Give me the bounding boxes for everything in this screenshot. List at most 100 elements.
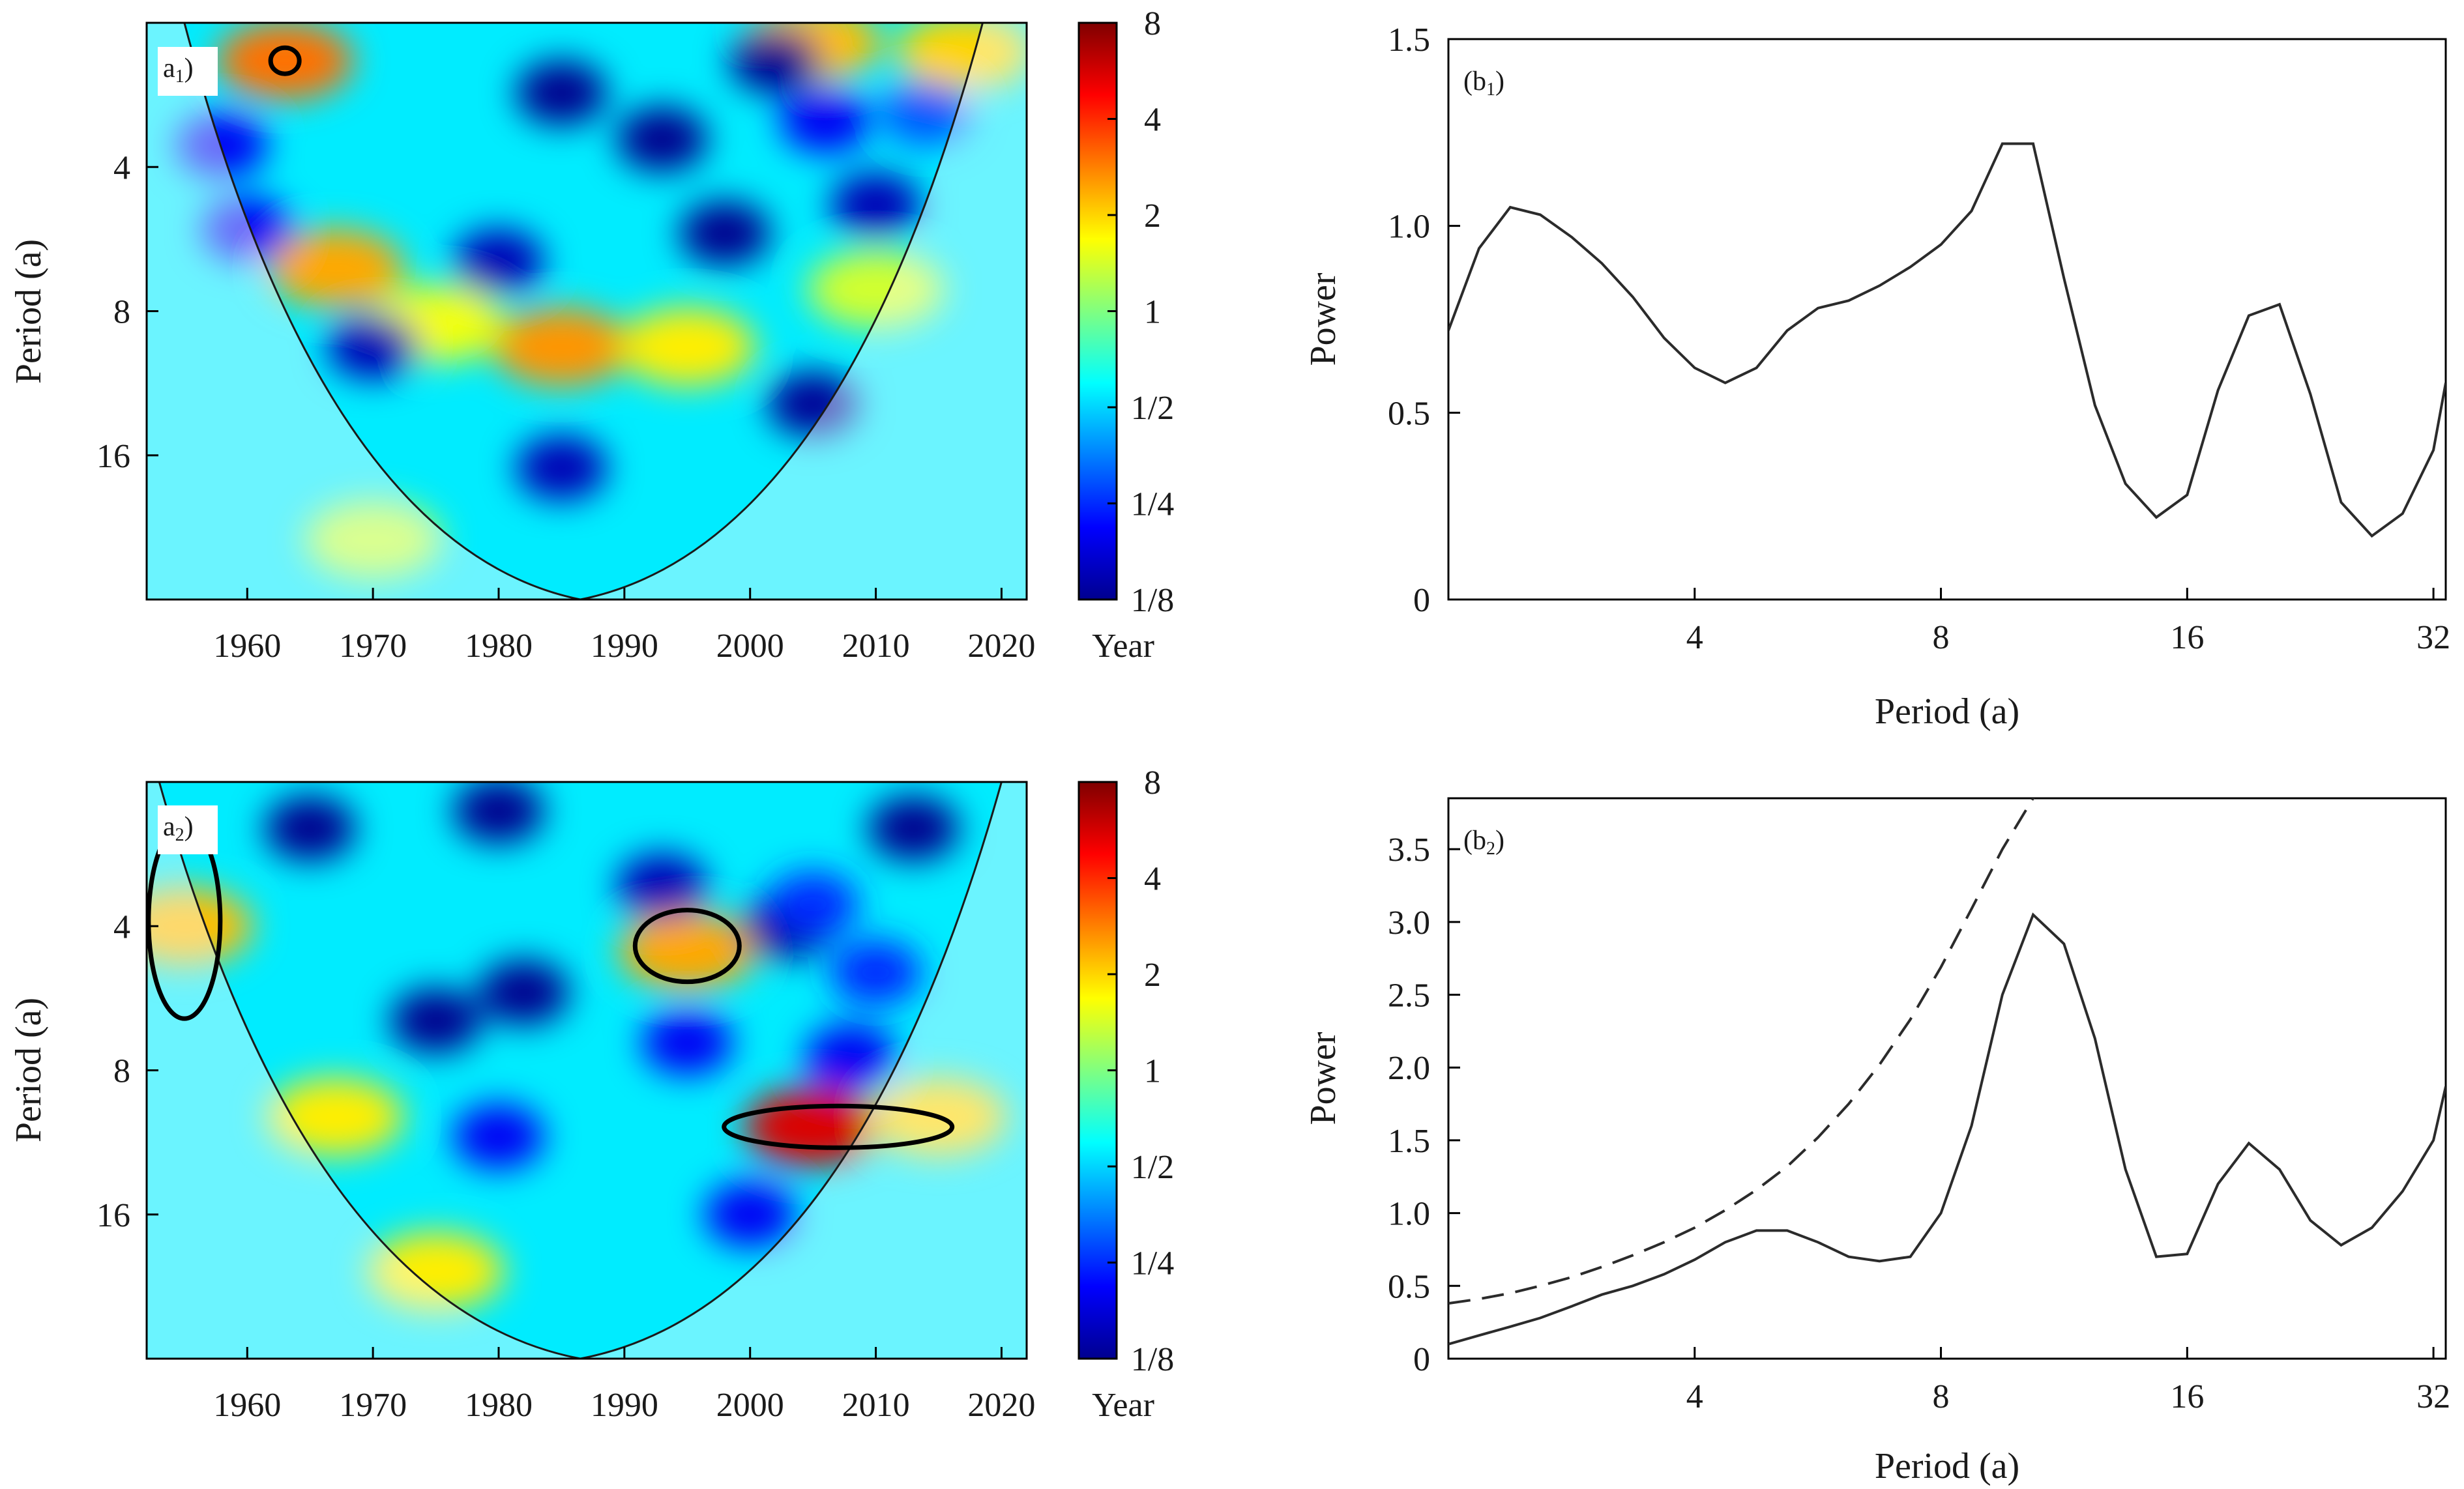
panel-a1: a1) 4 8 16 1960 1970 1980 1990 2000 2010 2020 Pe…: [8, 5, 1174, 665]
cone-of-influence: [158, 782, 1003, 1359]
coi-shading: [147, 23, 1027, 600]
power-blob: [729, 28, 821, 94]
power-line: [1448, 912, 2446, 1346]
y-tick-label: 2.5: [1388, 977, 1430, 1015]
colorbar-label: 1: [1144, 294, 1161, 331]
x-ticks-a1: 1960 1970 1980 1990 2000 2010 2020: [213, 588, 1035, 665]
power-blob: [304, 500, 442, 579]
colorbar-label: 4: [1144, 861, 1161, 898]
colorbar-label: 1/2: [1131, 1149, 1174, 1186]
x-ticks-b2: 4 8 16 32: [1686, 1347, 2450, 1415]
colorbar-a1: 8 4 2 1 1/2 1/4 1/8 Year: [1078, 5, 1174, 665]
y-axis-label-b2: Power: [1303, 1032, 1343, 1125]
x-tick-label: 16: [2170, 619, 2204, 656]
heatmap-blobs-a1: [176, 23, 1027, 579]
x-tick-label: 1980: [465, 1387, 533, 1424]
x-tick-label: 1990: [591, 1387, 658, 1424]
y-tick-label: 8: [113, 294, 130, 331]
power-blob: [516, 60, 608, 126]
colorbar-label: 1/4: [1131, 1245, 1174, 1282]
x-tick-label: 2010: [842, 628, 910, 665]
significance-contour: [722, 1103, 955, 1150]
heatmap-field-a2: [147, 782, 1027, 1359]
y-tick-label: 2.0: [1388, 1050, 1430, 1087]
global-power-b2: [1448, 798, 2446, 1346]
colorbar-label: 1/8: [1131, 1341, 1174, 1378]
colorbar-label: 2: [1144, 197, 1161, 235]
y-tick-label: 16: [96, 1197, 130, 1234]
plot-frame-b1: [1447, 38, 2447, 601]
x-tick-label: 1990: [591, 628, 658, 665]
x-tick-label: 16: [2170, 1378, 2204, 1415]
y-tick-label: 4: [113, 149, 130, 186]
colorbar-year-label: Year: [1092, 1387, 1154, 1424]
power-blob: [327, 314, 419, 380]
panel-label-bg-a1: [158, 47, 218, 96]
x-tick-label: 8: [1933, 619, 1950, 656]
plot-frame-b2: [1447, 797, 2447, 1360]
y-tick-label: 3.5: [1388, 831, 1430, 869]
x-tick-label: 1960: [213, 1387, 281, 1424]
power-blob: [767, 371, 859, 437]
y-tick-label: 8: [113, 1053, 130, 1090]
x-tick-label: 1960: [213, 628, 281, 665]
colorbar-label: 8: [1144, 5, 1161, 42]
global-power-b1: [1448, 142, 2446, 538]
y-tick-label: 0.5: [1388, 1268, 1430, 1305]
colorbar-label: 1: [1144, 1053, 1161, 1090]
wavelet-spectrum-a1: [147, 23, 1027, 600]
power-blob: [830, 172, 922, 238]
power-blob: [453, 1104, 544, 1170]
power-blob: [830, 940, 922, 1005]
power-blob: [216, 23, 354, 100]
power-blob: [616, 853, 708, 919]
x-axis-label-b2: Period (a): [1875, 1446, 2019, 1486]
wavelet-spectrum-a2: [147, 782, 1027, 1359]
x-tick-label: 1980: [465, 628, 533, 665]
x-tick-label: 4: [1686, 619, 1703, 656]
power-blob: [868, 796, 960, 861]
power-blob: [478, 959, 570, 1025]
power-blob: [367, 1232, 505, 1310]
significance-line: [1448, 798, 2035, 1305]
power-blob: [767, 871, 859, 937]
panel-label-b1: (b1): [1463, 66, 1504, 100]
cone-of-influence: [183, 23, 984, 600]
power-blob: [493, 308, 630, 386]
x-tick-label: 1970: [339, 628, 407, 665]
colorbar-label: 1/8: [1131, 582, 1174, 619]
x-ticks-a2: 1960 1970 1980 1990 2000 2010 2020: [213, 1347, 1035, 1424]
x-tick-label: 2020: [967, 1387, 1035, 1424]
power-blob: [201, 197, 293, 263]
colorbar-label: 4: [1144, 102, 1161, 139]
y-ticks-a2: 4 8 16: [96, 908, 158, 1234]
x-tick-label: 2000: [716, 1387, 784, 1424]
power-blob: [641, 1009, 733, 1075]
colorbar-a2: 8 4 2 1 1/2 1/4 1/8 Year: [1078, 764, 1174, 1424]
y-ticks-b1: 0 0.5 1.0 1.5: [1388, 22, 1460, 619]
colorbar-label: 1/2: [1131, 390, 1174, 427]
panel-label-bg-a2: [158, 805, 218, 854]
panel-label-a2: a2): [163, 812, 194, 845]
y-tick-label: 0: [1413, 582, 1430, 619]
power-blob: [780, 88, 872, 154]
power-blob: [267, 1077, 404, 1156]
power-blob: [616, 106, 708, 172]
panel-a2: a2) 4 8 16 1960 1970 1980 1990 2000 2010 2020 Pe…: [8, 764, 1174, 1424]
significance-contour: [632, 908, 742, 985]
power-blob: [176, 112, 268, 178]
y-tick-label: 1.5: [1388, 1123, 1430, 1160]
x-ticks-b1: 4 8 16 32: [1686, 588, 2450, 656]
colorbar-label: 8: [1144, 764, 1161, 802]
power-line: [1448, 142, 2446, 538]
x-tick-label: 2010: [842, 1387, 910, 1424]
power-blob: [807, 250, 945, 328]
power-blob: [264, 796, 356, 861]
y-axis-label-b1: Power: [1303, 272, 1343, 366]
power-blob: [516, 435, 608, 501]
power-blob: [880, 81, 972, 147]
power-blob: [619, 308, 756, 386]
colorbar-year-label: Year: [1092, 628, 1154, 665]
panel-label-a1: a1): [163, 53, 194, 87]
power-blob: [453, 229, 544, 295]
